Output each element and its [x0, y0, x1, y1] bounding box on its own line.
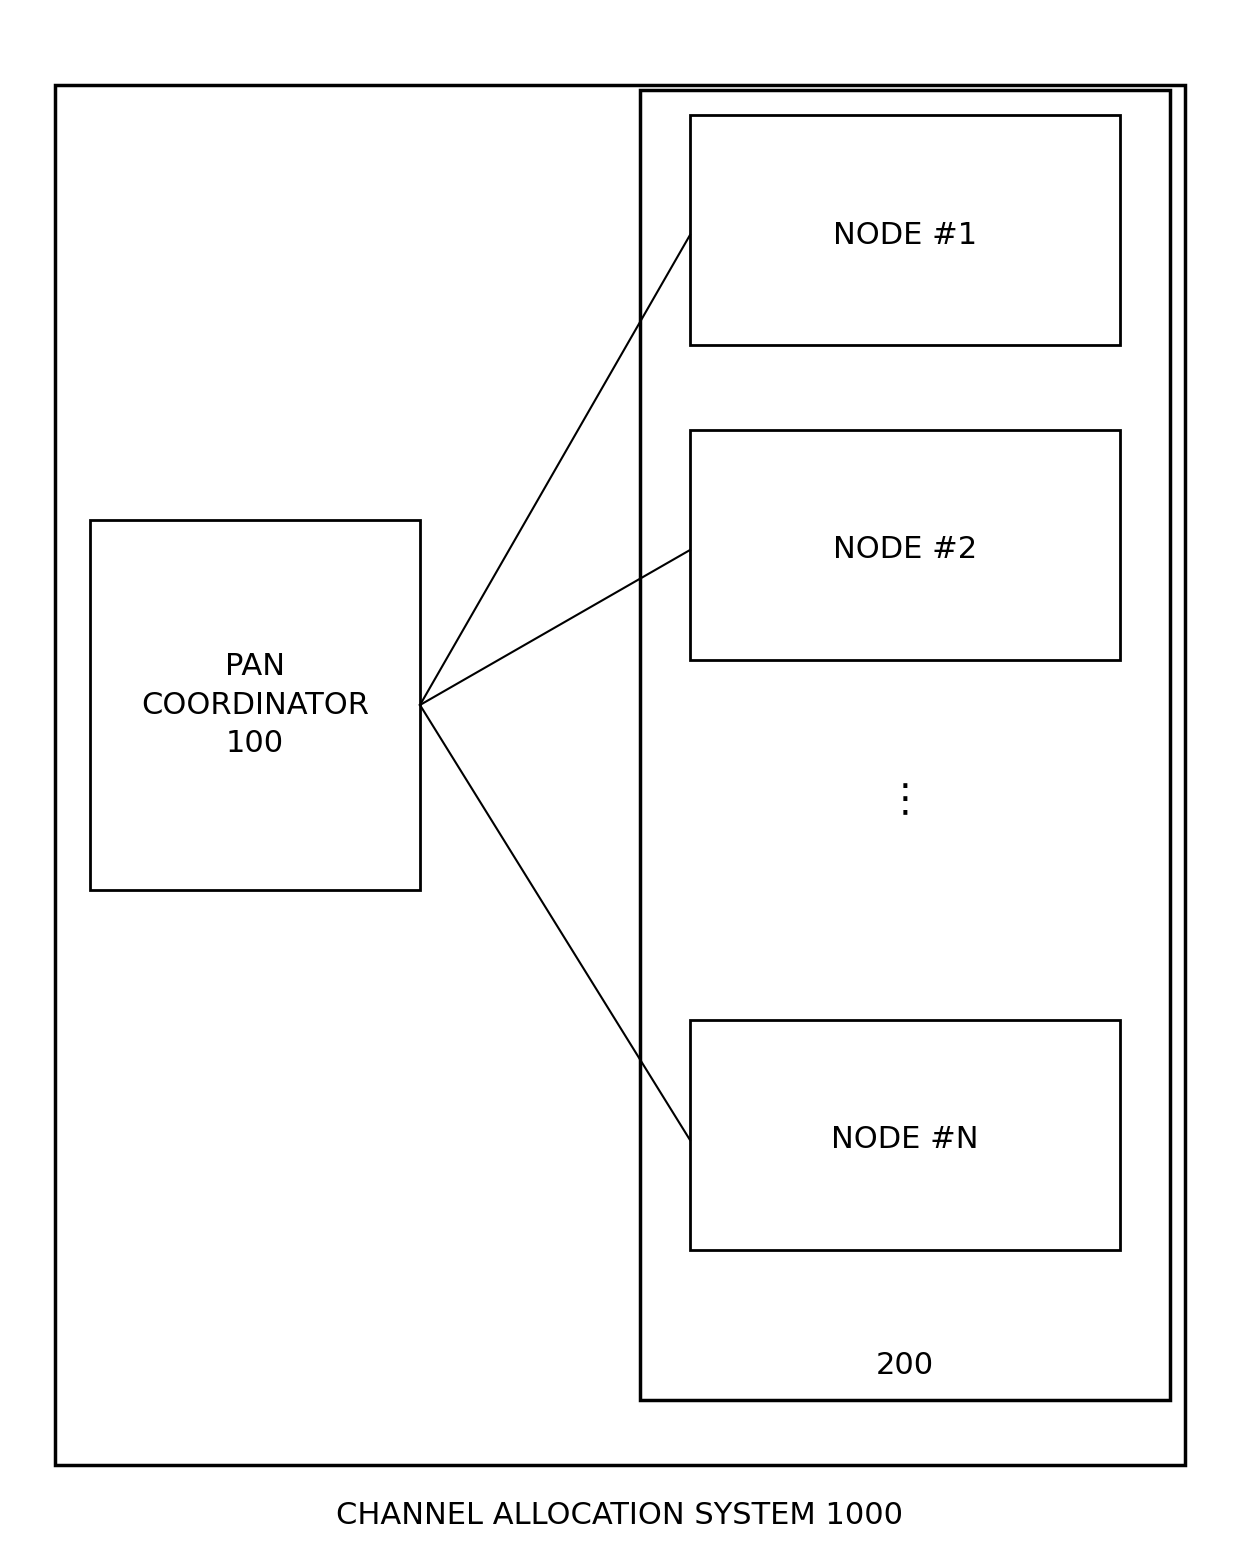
Bar	[689, 114, 1120, 344]
Bar	[640, 91, 1171, 1401]
Bar	[689, 1020, 1120, 1250]
Text: CHANNEL ALLOCATION SYSTEM 1000: CHANNEL ALLOCATION SYSTEM 1000	[336, 1501, 904, 1529]
Text: NODE #1: NODE #1	[833, 221, 977, 249]
Text: 200: 200	[875, 1351, 934, 1379]
Text: PAN
COORDINATOR
100: PAN COORDINATOR 100	[141, 653, 370, 757]
Text: NODE #2: NODE #2	[833, 535, 977, 565]
Bar	[55, 85, 1185, 1465]
Bar	[689, 430, 1120, 660]
Text: NODE #N: NODE #N	[831, 1125, 978, 1155]
Text: ⋮: ⋮	[885, 781, 925, 818]
Bar	[91, 520, 420, 890]
